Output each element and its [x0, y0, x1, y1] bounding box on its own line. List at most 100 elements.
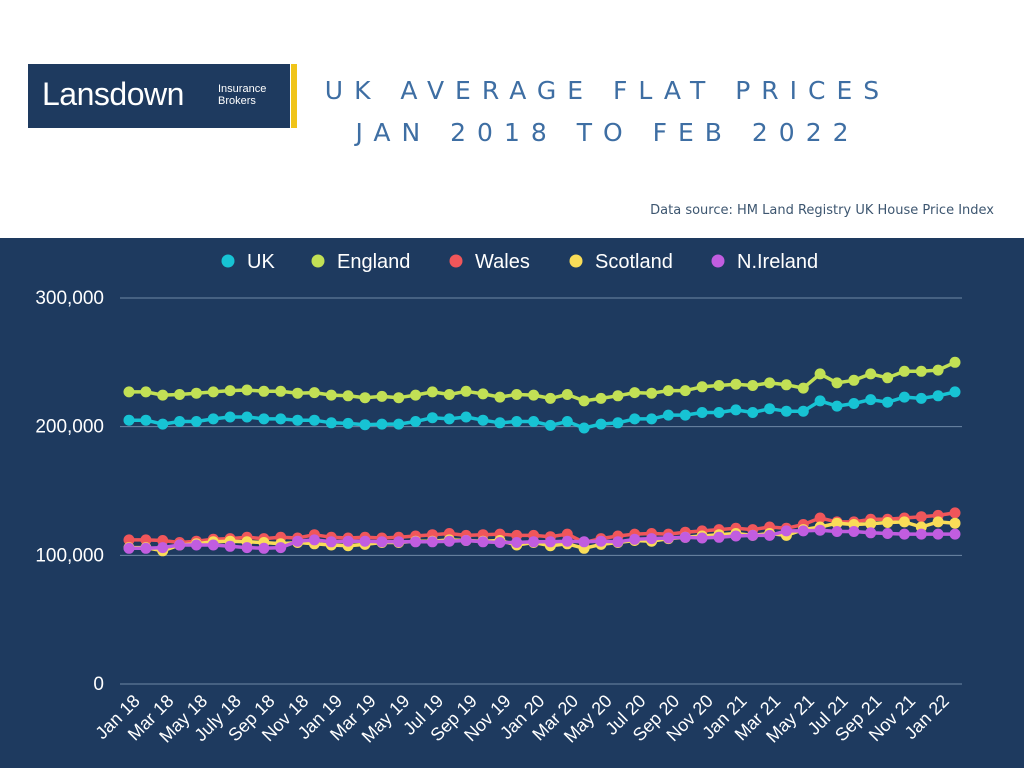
data-point-1-31 [646, 387, 658, 399]
data-point-1-32 [662, 385, 674, 397]
data-point-1-46 [898, 365, 910, 377]
data-point-1-44 [865, 368, 877, 380]
data-point-0-26 [561, 416, 573, 427]
data-point-0-6 [224, 411, 236, 423]
data-point-0-10 [292, 414, 304, 426]
legend-label-3: Scotland [595, 251, 673, 273]
data-point-0-19 [443, 413, 455, 425]
data-point-1-7 [241, 384, 253, 396]
data-point-4-29 [612, 536, 624, 548]
data-point-0-34 [696, 407, 708, 418]
data-point-2-49 [949, 507, 961, 519]
data-point-1-16 [393, 392, 405, 404]
data-point-1-35 [713, 380, 725, 391]
data-point-1-41 [814, 368, 826, 380]
data-point-2-0 [123, 534, 135, 546]
y-tick-label-3: 300,000 [35, 288, 104, 309]
data-point-4-12 [325, 536, 337, 548]
data-point-1-47 [915, 365, 927, 377]
data-point-4-20 [460, 535, 472, 546]
logo-subtitle: Insurance Brokers [218, 83, 266, 107]
data-point-1-45 [882, 372, 894, 384]
data-point-1-39 [780, 379, 792, 391]
legend-label-1: England [337, 251, 410, 273]
data-point-4-39 [780, 525, 792, 537]
data-point-4-49 [949, 528, 961, 540]
data-point-1-34 [696, 381, 708, 393]
legend-marker-2 [449, 254, 463, 268]
data-point-1-22 [494, 391, 506, 403]
data-point-4-19 [443, 535, 455, 547]
data-point-1-26 [561, 389, 573, 400]
data-point-1-2 [157, 389, 169, 401]
data-point-0-48 [932, 390, 944, 402]
data-point-4-35 [713, 531, 725, 543]
logo-wordmark: Lansdown [42, 76, 184, 112]
legend-label-2: Wales [475, 251, 530, 273]
data-point-1-8 [258, 385, 270, 397]
data-point-0-40 [797, 405, 809, 417]
data-point-4-47 [915, 528, 927, 540]
data-point-0-42 [831, 400, 843, 412]
data-point-0-13 [342, 417, 354, 429]
data-point-0-38 [764, 403, 776, 415]
data-point-3-48 [932, 516, 944, 528]
data-point-1-4 [190, 387, 202, 399]
y-tick-label-1: 100,000 [35, 545, 104, 566]
data-point-0-9 [275, 413, 287, 425]
data-point-4-10 [292, 535, 304, 547]
data-point-0-43 [848, 398, 860, 409]
data-point-3-44 [865, 518, 877, 530]
data-point-0-0 [123, 414, 135, 426]
data-point-4-3 [174, 539, 186, 551]
data-point-4-8 [258, 542, 270, 554]
data-point-1-20 [460, 385, 472, 397]
data-point-1-15 [376, 390, 388, 402]
data-point-4-24 [528, 536, 540, 548]
data-point-4-31 [646, 533, 658, 545]
data-point-4-22 [494, 537, 506, 548]
data-point-1-14 [359, 392, 371, 404]
data-point-1-28 [595, 392, 607, 404]
data-point-1-6 [224, 385, 236, 397]
data-point-0-35 [713, 407, 725, 418]
data-point-0-2 [157, 418, 169, 430]
data-point-1-19 [443, 389, 455, 400]
data-point-1-1 [140, 386, 152, 398]
data-point-0-41 [814, 395, 826, 407]
data-point-0-36 [730, 404, 742, 416]
data-point-4-23 [511, 537, 523, 548]
data-point-0-44 [865, 394, 877, 406]
data-point-4-4 [190, 539, 202, 551]
data-point-1-23 [511, 389, 523, 400]
data-point-4-6 [224, 540, 236, 552]
data-point-0-12 [325, 417, 337, 429]
data-point-1-3 [174, 389, 186, 400]
data-point-2-41 [814, 512, 826, 524]
data-point-1-42 [831, 377, 843, 389]
data-point-0-27 [578, 422, 590, 434]
data-point-1-27 [578, 395, 590, 407]
data-point-1-36 [730, 378, 742, 390]
legend-marker-0 [221, 254, 235, 268]
data-point-0-23 [511, 416, 523, 427]
data-point-1-25 [544, 392, 556, 404]
data-point-1-17 [410, 389, 422, 401]
data-point-0-16 [393, 418, 405, 430]
data-point-1-49 [949, 356, 961, 368]
data-point-4-36 [730, 530, 742, 542]
series-line-1 [129, 360, 956, 403]
data-point-4-9 [275, 542, 287, 554]
data-point-0-1 [140, 414, 152, 426]
data-point-0-39 [780, 405, 792, 417]
legend-label-4: N.Ireland [737, 251, 818, 273]
data-point-4-33 [679, 531, 691, 543]
data-point-0-3 [174, 416, 186, 427]
legend-label-0: UK [247, 251, 275, 273]
data-point-0-29 [612, 417, 624, 429]
data-point-4-14 [359, 535, 371, 547]
data-point-4-48 [932, 528, 944, 540]
chart-title-line-2: JAN 2018 TO FEB 2022 [355, 118, 860, 147]
data-point-4-0 [123, 542, 135, 554]
